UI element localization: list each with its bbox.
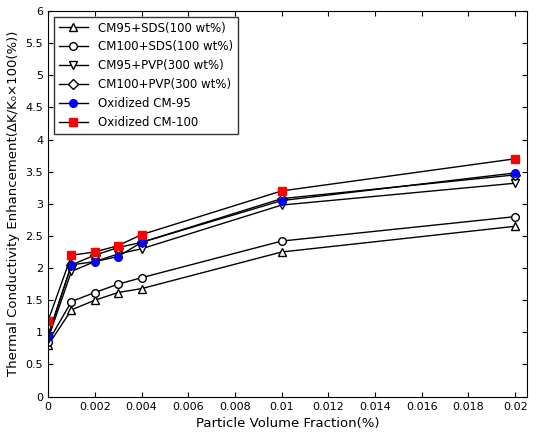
CM100+PVP(300 wt%) xyxy=(115,245,121,250)
CM95+PVP(300 wt%) xyxy=(138,246,145,251)
Oxidized CM-95 xyxy=(512,170,518,176)
CM95+SDS(100 wt%) xyxy=(115,290,121,295)
CM95+SDS(100 wt%) xyxy=(512,224,518,229)
CM100+SDS(100 wt%) xyxy=(92,290,98,295)
Oxidized CM-95 xyxy=(92,259,98,264)
CM100+PVP(300 wt%) xyxy=(512,172,518,177)
CM100+PVP(300 wt%) xyxy=(278,196,285,201)
Oxidized CM-95 xyxy=(45,333,51,338)
CM95+SDS(100 wt%) xyxy=(278,250,285,255)
Line: CM100+PVP(300 wt%): CM100+PVP(300 wt%) xyxy=(44,171,519,340)
CM95+PVP(300 wt%) xyxy=(115,251,121,257)
CM100+PVP(300 wt%) xyxy=(92,253,98,258)
CM100+SDS(100 wt%) xyxy=(115,281,121,287)
CM95+SDS(100 wt%) xyxy=(68,307,75,312)
Oxidized CM-95 xyxy=(115,254,121,259)
Line: Oxidized CM-95: Oxidized CM-95 xyxy=(44,169,519,340)
Oxidized CM-100 xyxy=(45,318,51,323)
X-axis label: Particle Volume Fraction(%): Particle Volume Fraction(%) xyxy=(196,417,379,430)
CM95+PVP(300 wt%) xyxy=(278,202,285,208)
CM95+PVP(300 wt%) xyxy=(92,259,98,264)
CM95+PVP(300 wt%) xyxy=(68,269,75,274)
Oxidized CM-95 xyxy=(68,262,75,267)
CM100+SDS(100 wt%) xyxy=(45,340,51,345)
Oxidized CM-100 xyxy=(92,250,98,255)
Legend: CM95+SDS(100 wt%), CM100+SDS(100 wt%), CM95+PVP(300 wt%), CM100+PVP(300 wt%), Ox: CM95+SDS(100 wt%), CM100+SDS(100 wt%), C… xyxy=(54,17,237,134)
Oxidized CM-95 xyxy=(278,198,285,203)
Line: CM100+SDS(100 wt%): CM100+SDS(100 wt%) xyxy=(44,213,519,346)
Oxidized CM-100 xyxy=(115,243,121,248)
Oxidized CM-95 xyxy=(138,240,145,245)
Oxidized CM-100 xyxy=(278,188,285,194)
CM100+PVP(300 wt%) xyxy=(138,240,145,245)
CM100+PVP(300 wt%) xyxy=(68,262,75,267)
Oxidized CM-100 xyxy=(138,232,145,237)
CM95+SDS(100 wt%) xyxy=(138,286,145,291)
Oxidized CM-100 xyxy=(68,253,75,258)
Y-axis label: Thermal Conductivity Enhancement(ΔK/K₀×100(%)): Thermal Conductivity Enhancement(ΔK/K₀×1… xyxy=(7,31,20,377)
Line: Oxidized CM-100: Oxidized CM-100 xyxy=(44,155,519,325)
CM100+SDS(100 wt%) xyxy=(138,275,145,281)
CM95+PVP(300 wt%) xyxy=(512,180,518,186)
CM95+SDS(100 wt%) xyxy=(92,298,98,303)
CM100+SDS(100 wt%) xyxy=(512,214,518,219)
CM100+SDS(100 wt%) xyxy=(278,239,285,244)
Line: CM95+SDS(100 wt%): CM95+SDS(100 wt%) xyxy=(44,222,519,349)
CM95+PVP(300 wt%) xyxy=(45,336,51,341)
CM100+PVP(300 wt%) xyxy=(45,333,51,338)
CM95+SDS(100 wt%) xyxy=(45,343,51,348)
Oxidized CM-100 xyxy=(512,156,518,161)
CM100+SDS(100 wt%) xyxy=(68,299,75,304)
Line: CM95+PVP(300 wt%): CM95+PVP(300 wt%) xyxy=(44,180,519,343)
